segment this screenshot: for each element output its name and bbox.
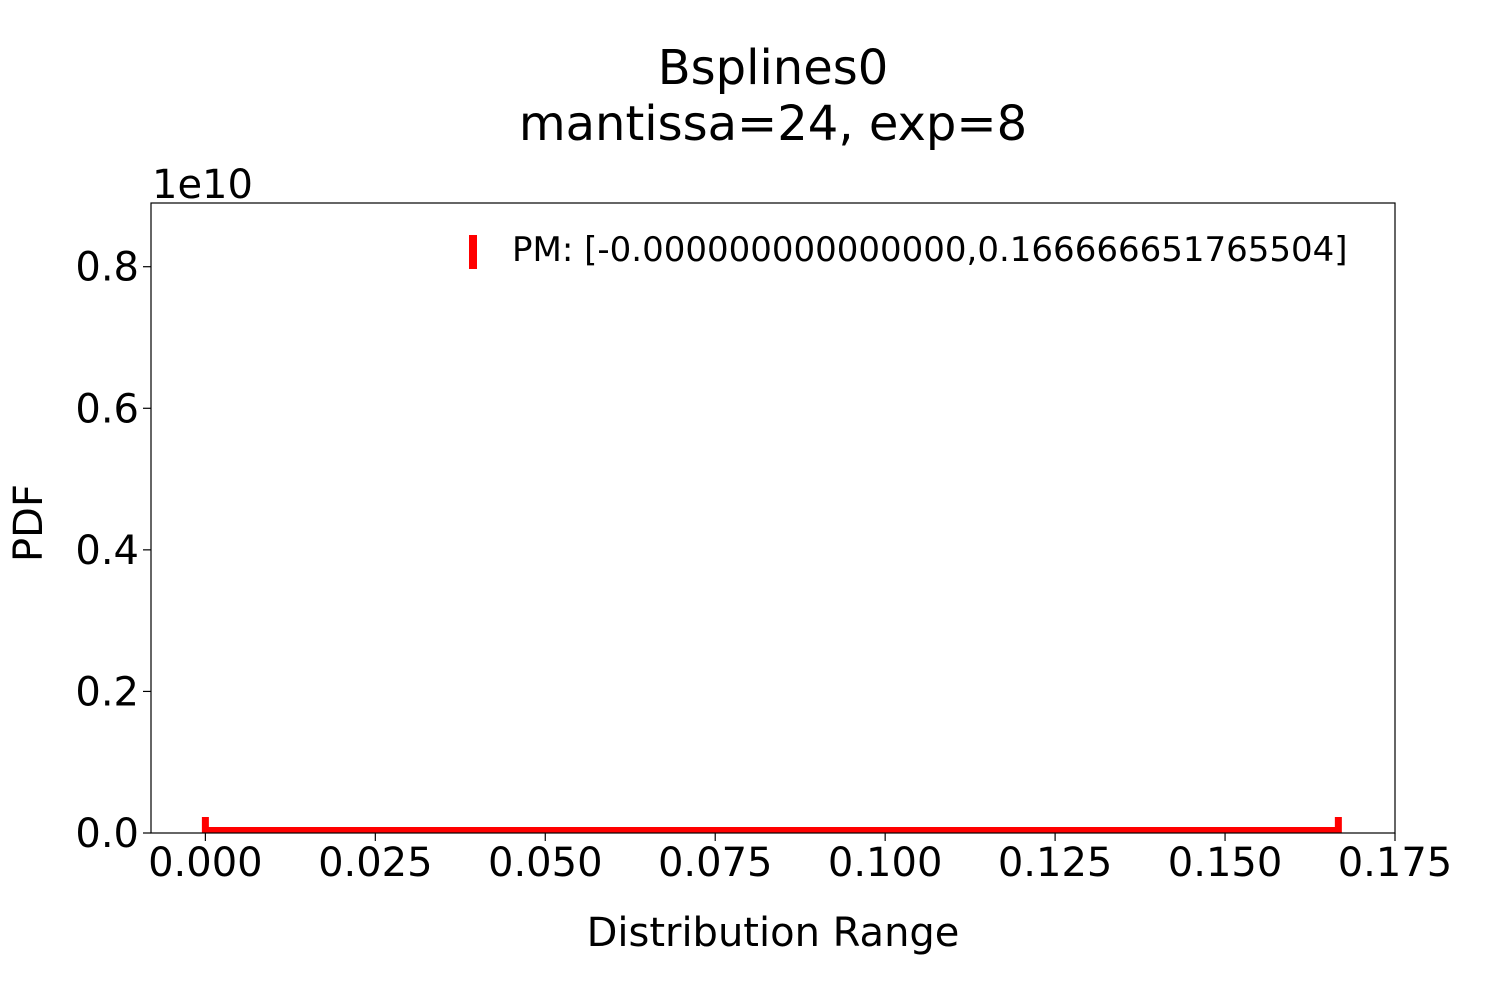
y-axis-ticks: 0.0 0.2 0.4 0.6 0.8	[75, 245, 151, 857]
x-tick-label: 0.050	[488, 840, 603, 886]
x-tick-label: 0.025	[318, 840, 433, 886]
x-tick-label: 0.175	[1338, 840, 1453, 886]
x-tick-label: 0.100	[828, 840, 943, 886]
legend-label: PM: [-0.000000000000000,0.16666665176550…	[512, 230, 1348, 270]
x-tick-label: 0.075	[658, 840, 773, 886]
x-tick-label: 0.125	[998, 840, 1113, 886]
y-tick-label: 0.2	[75, 669, 139, 715]
x-tick-label: 0.000	[148, 840, 263, 886]
y-tick-label: 0.6	[75, 386, 139, 432]
y-tick-label: 0.4	[75, 528, 139, 574]
plot-frame	[150, 202, 1396, 834]
x-tick-label: 0.150	[1168, 840, 1283, 886]
y-tick-label: 0.8	[75, 245, 139, 291]
chart-title-line1: Bsplines0	[658, 40, 889, 96]
x-axis-ticks: 0.000 0.025 0.050 0.075 0.100 0.125 0.150 0.175	[148, 833, 1452, 886]
y-tick-label: 0.0	[75, 811, 139, 857]
legend: PM: [-0.000000000000000,0.16666665176550…	[469, 230, 1348, 270]
plot-area	[201, 817, 1342, 833]
y-axis-label: PDF	[6, 484, 52, 562]
x-axis-label: Distribution Range	[587, 910, 960, 956]
chart-title-line2: mantissa=24, exp=8	[519, 96, 1027, 152]
legend-marker	[469, 235, 477, 269]
y-axis-offset-text: 1e10	[152, 162, 253, 208]
